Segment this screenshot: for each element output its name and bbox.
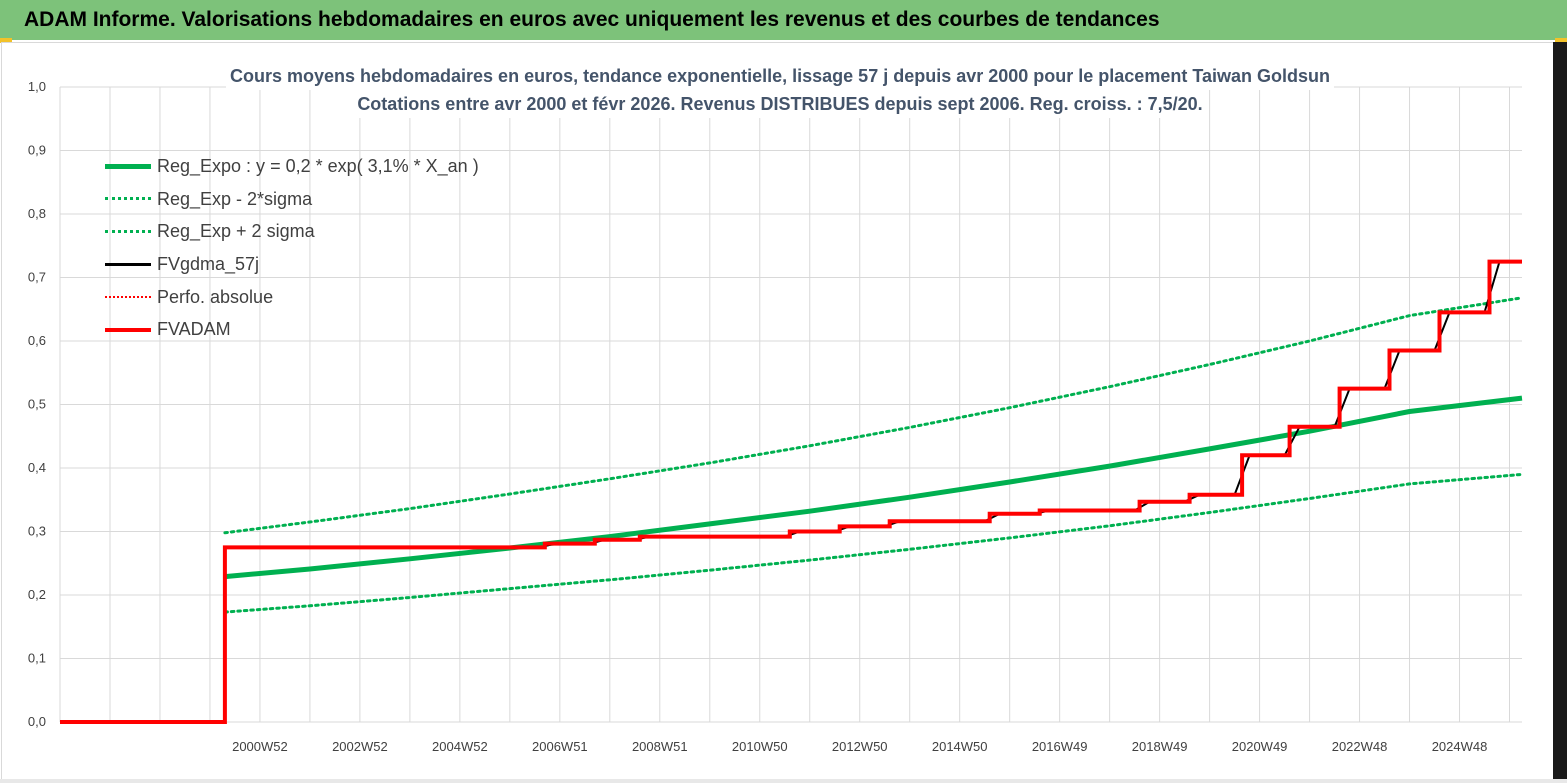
legend-item-reg-exp-minus: Reg_Exp - 2*sigma	[105, 183, 479, 216]
chart-title-line-1: Cours moyens hebdomadaires en euros, ten…	[225, 62, 1334, 90]
legend-item-reg-exp-plus: Reg_Exp + 2 sigma	[105, 215, 479, 248]
series-line-5	[60, 259, 1522, 724]
banner-accent-right	[1555, 38, 1567, 43]
x-tick-label: 2000W52	[232, 739, 288, 754]
series-line-2	[223, 296, 1524, 535]
legend-item-fvgdma: FVgdma_57j	[105, 248, 479, 281]
x-tick-label: 2018W49	[1132, 739, 1188, 754]
x-tick-label: 2008W51	[632, 739, 688, 754]
legend-swatch-fvadam	[105, 324, 151, 336]
chart-legend: Reg_Expo : y = 0,2 * exp( 3,1% * X_an ) …	[105, 150, 479, 346]
y-axis-ticks: 0,0 0,1 0,2 0,3 0,4 0,5 0,6 0,7 0,8 0,9 1,0	[28, 79, 46, 729]
series-line-0	[224, 395, 1523, 580]
legend-swatch-reg-expo	[105, 160, 151, 172]
x-tick-label: 2012W50	[832, 739, 888, 754]
x-tick-label: 2016W49	[1032, 739, 1088, 754]
legend-swatch-reg-exp-minus	[105, 193, 151, 205]
bottom-edge	[0, 779, 1567, 783]
legend-item-reg-expo: Reg_Expo : y = 0,2 * exp( 3,1% * X_an )	[105, 150, 479, 183]
report-banner: ADAM Informe. Valorisations hebdomadaire…	[0, 0, 1567, 40]
legend-label-fvadam: FVADAM	[157, 319, 231, 340]
y-tick-label: 0,9	[28, 143, 46, 158]
y-tick-label: 0,2	[28, 587, 46, 602]
series-layer	[60, 259, 1524, 724]
legend-label-reg-exp-minus: Reg_Exp - 2*sigma	[157, 188, 313, 209]
y-tick-label: 1,0	[28, 79, 46, 94]
chart-title-line-2: Cotations entre avr 2000 et févr 2026. R…	[353, 90, 1207, 118]
x-tick-label: 2004W52	[432, 739, 488, 754]
legend-swatch-reg-exp-plus	[105, 226, 151, 238]
y-tick-label: 0,5	[28, 397, 46, 412]
legend-swatch-fvgdma	[105, 258, 151, 270]
banner-accent-left	[0, 38, 12, 43]
legend-swatch-perfo	[105, 291, 151, 303]
y-tick-label: 0,3	[28, 524, 46, 539]
x-tick-label: 2024W48	[1432, 739, 1488, 754]
x-axis-ticks: 2000W52 2002W52 2004W52 2006W51 2008W51 2010W…	[232, 739, 1487, 754]
legend-label-perfo: Perfo. absolue	[157, 286, 274, 307]
y-gridlines	[60, 86, 1522, 723]
x-tick-label: 2006W51	[532, 739, 588, 754]
legend-label-fvgdma: FVgdma_57j	[157, 253, 260, 274]
y-tick-label: 0,0	[28, 714, 46, 729]
x-tick-label: 2022W48	[1332, 739, 1388, 754]
x-gridlines	[59, 87, 1511, 722]
x-tick-label: 2020W49	[1232, 739, 1288, 754]
legend-label-reg-exp-plus: Reg_Exp + 2 sigma	[157, 221, 315, 242]
legend-item-perfo: Perfo. absolue	[105, 281, 479, 314]
report-title: ADAM Informe. Valorisations hebdomadaire…	[24, 8, 1160, 31]
legend-label-reg-expo: Reg_Expo : y = 0,2 * exp( 3,1% * X_an )	[157, 155, 479, 176]
y-tick-label: 0,1	[28, 651, 46, 666]
x-tick-label: 2010W50	[732, 739, 788, 754]
window-edge	[1553, 42, 1567, 783]
x-tick-label: 2002W52	[332, 739, 388, 754]
y-tick-label: 0,7	[28, 270, 46, 285]
legend-item-fvadam: FVADAM	[105, 313, 479, 346]
y-tick-label: 0,6	[28, 333, 46, 348]
series-line-1	[223, 472, 1524, 614]
y-tick-label: 0,8	[28, 206, 46, 221]
x-tick-label: 2014W50	[932, 739, 988, 754]
chart-title: Cours moyens hebdomadaires en euros, ten…	[160, 62, 1400, 118]
y-tick-label: 0,4	[28, 460, 46, 475]
